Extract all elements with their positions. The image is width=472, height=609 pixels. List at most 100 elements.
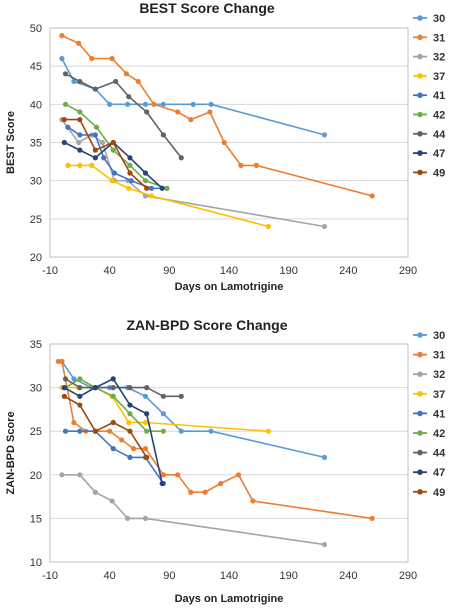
legend-label: 47: [433, 148, 445, 160]
data-point: [119, 437, 125, 443]
data-point: [111, 170, 118, 176]
y-axis-label: BEST Score: [5, 111, 17, 174]
data-point: [178, 155, 184, 161]
legend-swatch-marker: [417, 391, 423, 397]
data-point: [126, 185, 132, 191]
data-point: [92, 86, 98, 92]
y-tick-label: 45: [30, 61, 42, 73]
legend-item: 49: [413, 487, 445, 499]
data-point: [369, 515, 375, 522]
data-point: [89, 162, 95, 168]
legend-item: 31: [413, 350, 445, 362]
data-point: [71, 78, 77, 85]
legend-label: 49: [433, 487, 445, 499]
data-point: [126, 94, 132, 100]
y-tick-label: 15: [30, 513, 42, 525]
data-point: [221, 139, 227, 146]
series-32: [59, 472, 328, 548]
data-point: [59, 33, 65, 39]
data-point: [99, 139, 106, 146]
legend-label: 32: [433, 369, 445, 381]
data-point: [142, 446, 149, 452]
data-point: [77, 376, 83, 382]
series-line: [64, 118, 148, 189]
legend-item: 42: [413, 428, 445, 440]
data-point: [188, 489, 194, 495]
series-line: [61, 386, 269, 432]
data-point: [92, 132, 98, 138]
data-point: [238, 162, 244, 168]
y-tick-label: 35: [30, 138, 42, 150]
data-point: [110, 446, 116, 452]
y-tick-label: 35: [30, 339, 42, 351]
x-tick-label: 140: [220, 570, 238, 582]
x-tick-label: 40: [104, 570, 116, 582]
data-point: [77, 117, 83, 123]
legend-item: 47: [413, 148, 445, 160]
data-point: [253, 162, 260, 168]
legend-item: 37: [413, 71, 445, 83]
data-point: [92, 385, 98, 391]
data-point: [369, 193, 375, 199]
data-point: [59, 472, 65, 478]
legend-swatch-marker: [417, 15, 423, 21]
data-point: [321, 541, 328, 548]
legend-label: 49: [433, 167, 445, 179]
data-point: [71, 376, 77, 382]
series-44: [62, 71, 184, 161]
data-point: [218, 480, 224, 487]
legend-label: 37: [433, 389, 445, 401]
data-point: [144, 454, 150, 460]
y-tick-label: 50: [30, 23, 42, 35]
data-point: [77, 162, 83, 168]
y-tick-label: 25: [30, 214, 42, 226]
data-point: [142, 101, 149, 107]
data-point: [127, 170, 133, 176]
data-point: [128, 178, 134, 184]
data-point: [110, 393, 116, 399]
legend-item: 41: [413, 408, 445, 420]
y-tick-label: 30: [30, 383, 42, 395]
x-tick-label: 240: [339, 570, 357, 582]
x-tick-label: 190: [279, 265, 297, 277]
data-point: [62, 71, 69, 77]
legend-label: 44: [433, 448, 446, 460]
x-tick-label: -10: [42, 570, 58, 582]
data-point: [109, 498, 115, 504]
data-point: [93, 124, 100, 130]
data-point: [127, 411, 133, 417]
legend-item: 44: [413, 448, 446, 460]
series-30: [59, 358, 328, 460]
data-point: [76, 139, 82, 146]
data-point: [160, 411, 166, 417]
data-point: [130, 446, 137, 452]
legend-label: 31: [433, 350, 445, 362]
legend-label: 30: [433, 330, 445, 342]
series-31: [59, 33, 375, 199]
y-tick-label: 30: [30, 176, 42, 188]
plot-area: [49, 343, 409, 563]
data-point: [135, 78, 141, 85]
data-point: [61, 139, 67, 146]
data-point: [202, 489, 208, 495]
x-tick-label: 190: [279, 570, 297, 582]
x-tick-label: 290: [399, 570, 417, 582]
legend-swatch-marker: [417, 489, 423, 495]
y-tick-label: 40: [30, 99, 42, 111]
data-point: [265, 428, 271, 434]
y-tick-label: 10: [30, 557, 42, 569]
data-point: [77, 402, 83, 408]
data-point: [207, 109, 213, 115]
data-point: [151, 101, 157, 107]
data-point: [92, 147, 98, 153]
data-point: [77, 393, 83, 399]
data-point: [77, 385, 83, 391]
series-41: [62, 428, 166, 487]
series-47: [61, 376, 165, 487]
legend: 30 31 32 37 41 42 44 47 49: [413, 13, 446, 179]
data-point: [59, 55, 65, 62]
series-line: [61, 58, 325, 136]
data-point: [175, 109, 181, 115]
y-axis-label: ZAN-BPD Score: [5, 411, 17, 494]
